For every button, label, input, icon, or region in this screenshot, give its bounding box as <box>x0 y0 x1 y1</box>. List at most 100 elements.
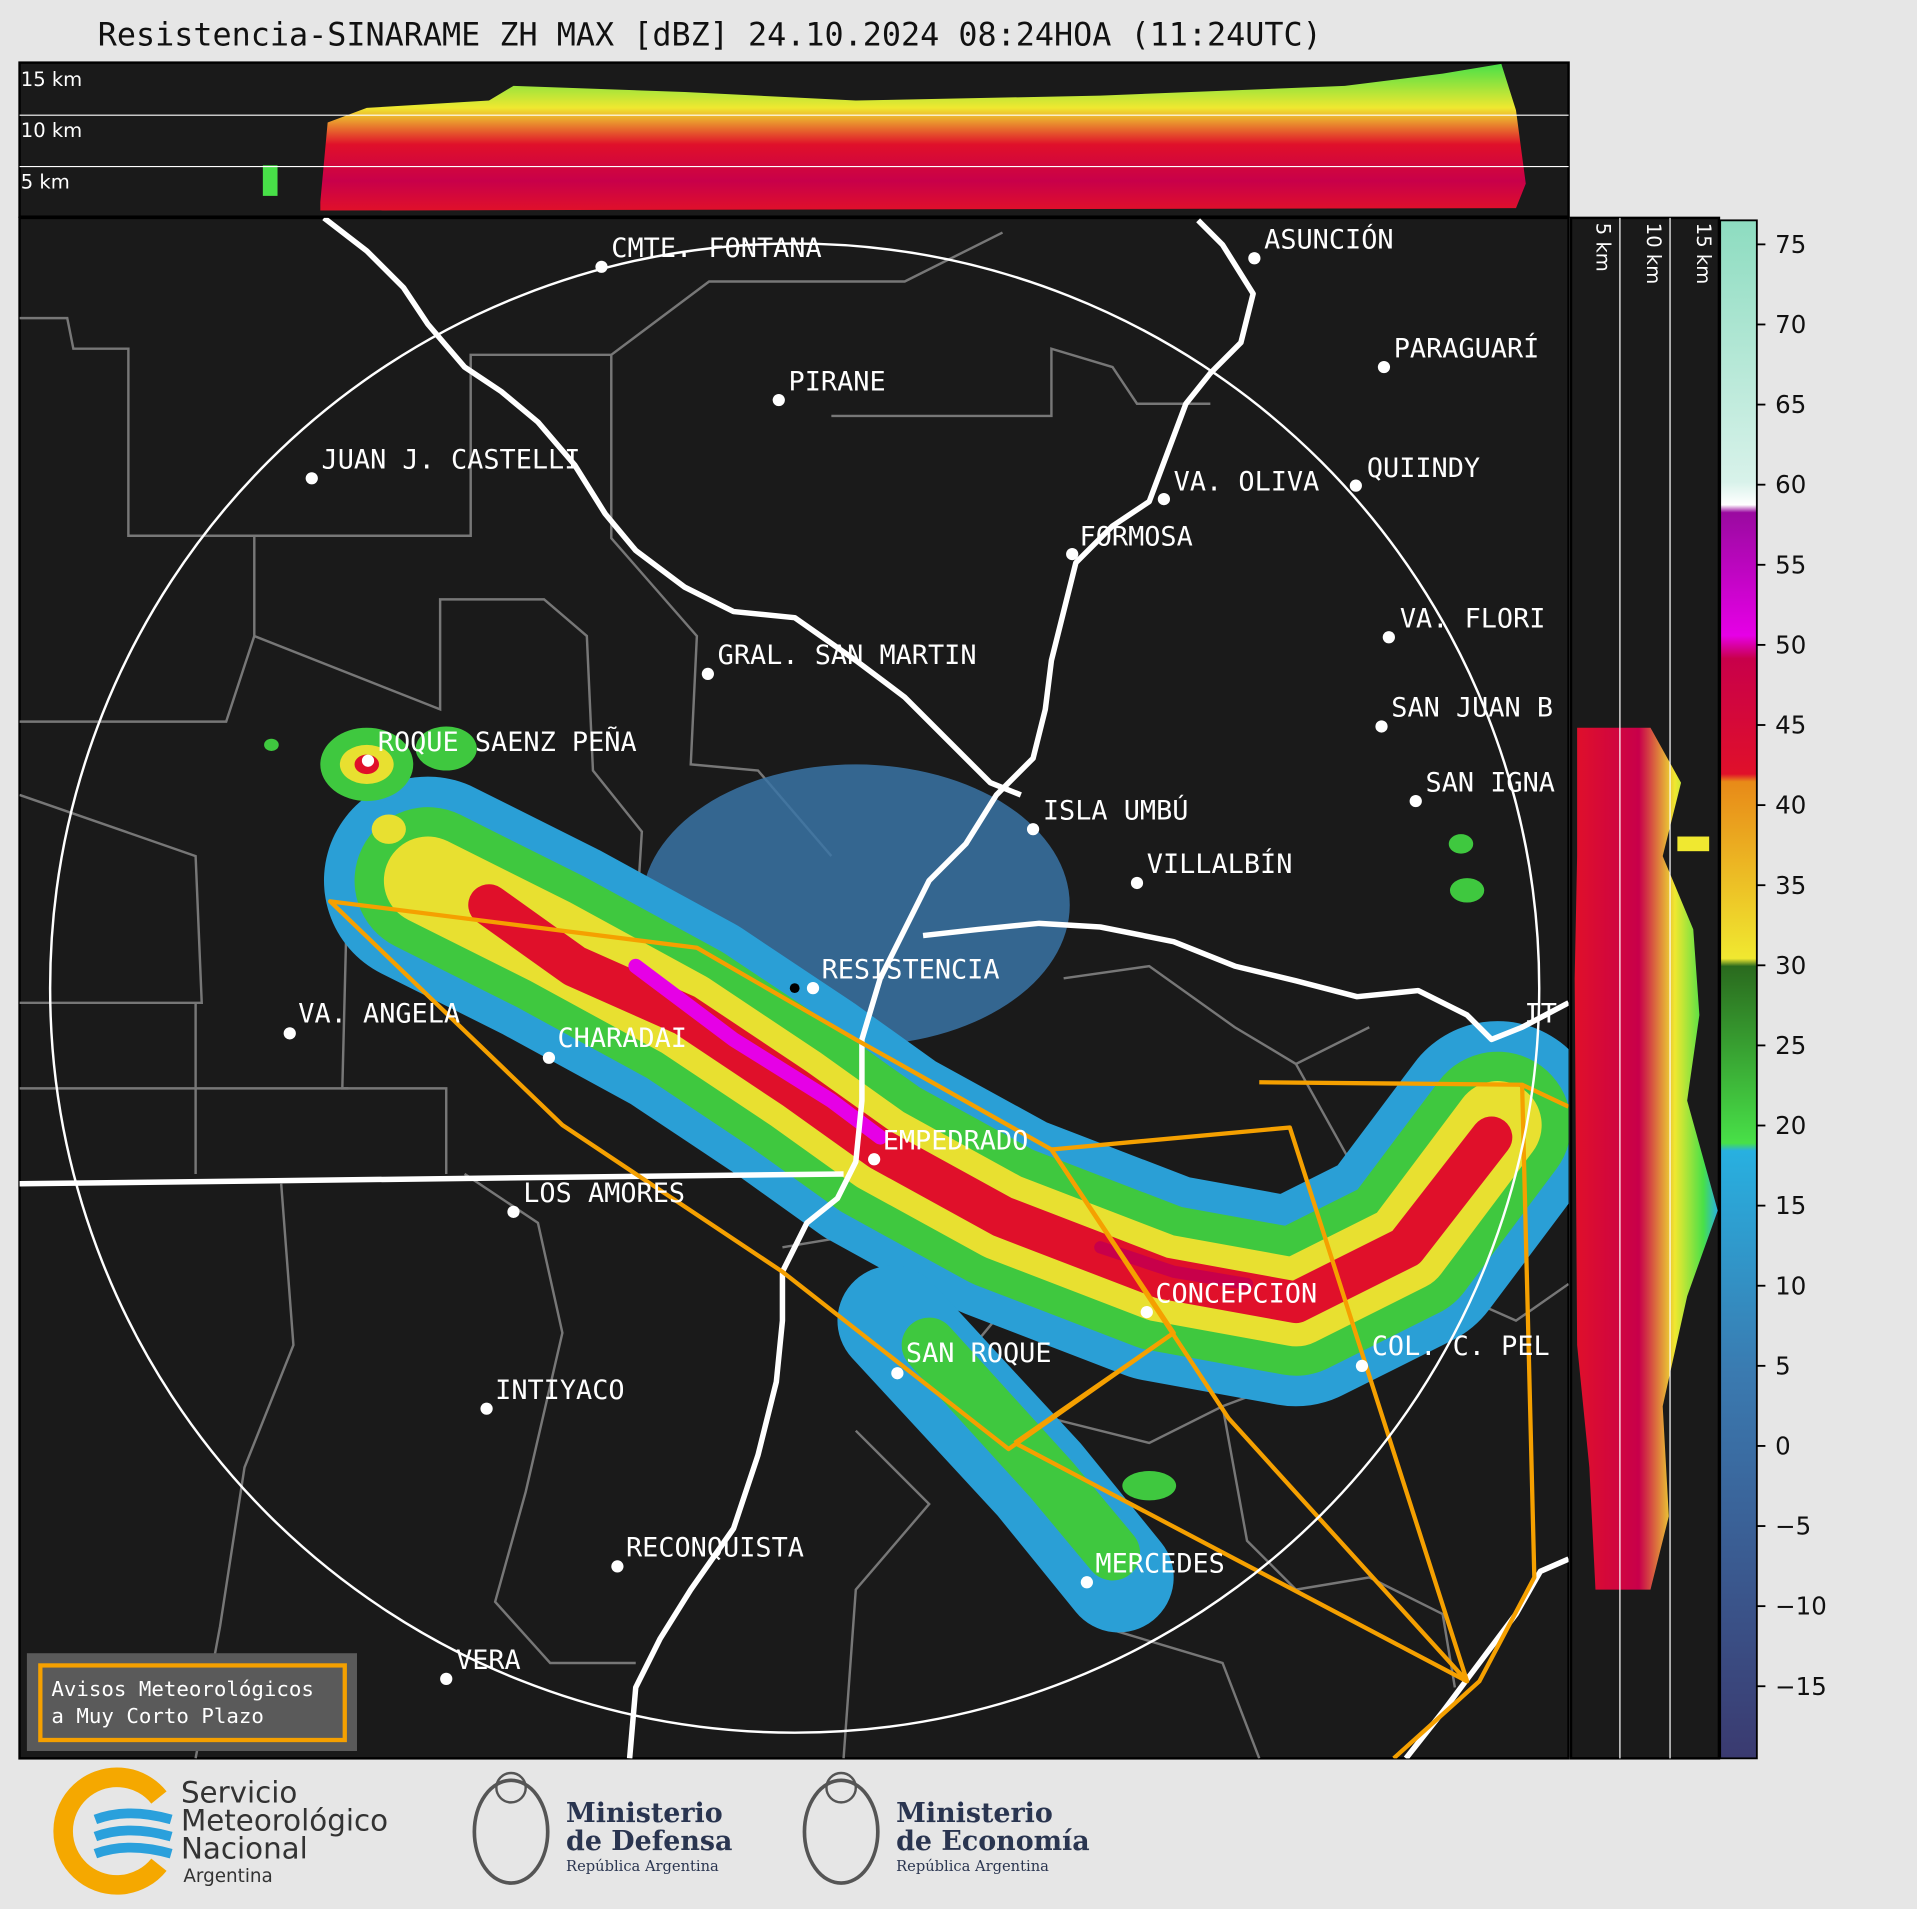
city-label: EMPEDRADO <box>883 1126 1029 1157</box>
colorbar-tick-label: 50 <box>1775 630 1806 659</box>
colorbar-tick-label: 60 <box>1775 470 1806 499</box>
city-label: VERA <box>456 1645 521 1676</box>
city-dot <box>1140 1305 1153 1319</box>
logo-text: de Economía <box>896 1826 1090 1857</box>
city-dot <box>701 667 714 681</box>
height-label: 10 km <box>21 119 82 142</box>
smn-logo: Servicio Meteorológico Nacional Argentin… <box>53 1767 388 1895</box>
colorbar-tick-label: 5 <box>1775 1351 1791 1380</box>
city-label: VA. OLIVA <box>1174 467 1320 498</box>
city-dot <box>1130 876 1144 890</box>
height-label: 5 km <box>21 171 70 194</box>
legend-text: Avisos Meteorológicos <box>51 1677 314 1701</box>
city-dot <box>891 1367 904 1380</box>
city-label: INTIYACO <box>495 1375 624 1406</box>
colorbar-tick-label: 15 <box>1775 1191 1806 1220</box>
city-label: SAN JUAN B <box>1391 693 1553 724</box>
logo-text: Meteorológico <box>181 1803 388 1837</box>
city-dot <box>1157 492 1171 506</box>
city-label: RESISTENCIA <box>822 954 1000 985</box>
colorbar-tick-label: −15 <box>1775 1672 1827 1701</box>
city-dot <box>1375 720 1388 733</box>
city-dot <box>480 1402 493 1415</box>
city-dot <box>361 754 375 767</box>
rivers <box>19 217 1569 1759</box>
city-label: CONCEPCION <box>1155 1278 1317 1309</box>
city-dot <box>440 1672 453 1685</box>
colorbar-tick-label: 65 <box>1775 390 1806 419</box>
city-dot <box>305 472 318 485</box>
colorbar-tick-label: 20 <box>1775 1111 1806 1140</box>
top-echo <box>320 63 1526 211</box>
radar-site <box>789 983 800 994</box>
city-dot <box>1026 823 1040 836</box>
city-dot <box>283 1027 296 1040</box>
side-echo <box>1677 836 1710 852</box>
city-dot <box>507 1205 520 1218</box>
logo-text: Argentina <box>183 1866 272 1887</box>
colorbar-tick-label: −10 <box>1775 1592 1827 1621</box>
logo-text: Ministerio <box>566 1798 723 1829</box>
city-dot <box>611 1560 624 1573</box>
city-label: JUAN J. CASTELLI <box>322 445 581 476</box>
colorbar-tick-label: 25 <box>1775 1031 1806 1060</box>
city-dot <box>1377 360 1391 374</box>
colorbar-tick-label: 40 <box>1775 791 1806 820</box>
city-dot <box>1382 631 1395 644</box>
city-label: PIRANE <box>789 366 886 397</box>
city-label: PARAGUARÍ <box>1394 332 1540 364</box>
city-label: MERCEDES <box>1095 1549 1224 1580</box>
height-label: 5 km <box>1592 223 1615 272</box>
city-dot <box>542 1051 556 1064</box>
warning-polygons <box>327 899 1569 1759</box>
map-layers <box>19 217 1569 1759</box>
echo-cells <box>264 726 1485 1501</box>
colorbar <box>1719 219 1758 1760</box>
city-label: LOS AMORES <box>523 1178 685 1209</box>
height-label: 10 km <box>1642 223 1665 284</box>
city-label: SAN ROQUE <box>906 1338 1052 1369</box>
city-label: CMTE. FONTANA <box>611 233 821 264</box>
echo-band <box>323 776 1569 1633</box>
legend-box <box>26 1653 357 1752</box>
city-dot <box>1080 1576 1093 1589</box>
city-dot <box>868 1153 881 1166</box>
city-label: ISLA UMBÚ <box>1043 794 1189 826</box>
colorbar-tick-label: −5 <box>1775 1512 1811 1541</box>
city-label: VA. FLORI <box>1400 603 1546 634</box>
city-dot <box>595 260 608 273</box>
city-label: GRAL. SAN MARTIN <box>718 640 977 671</box>
side-echo <box>1574 727 1718 1590</box>
title: Resistencia-SINARAME ZH MAX [dBZ] 24.10.… <box>98 18 1322 54</box>
logo-text: Nacional <box>181 1832 308 1866</box>
logo-text: República Argentina <box>896 1858 1049 1875</box>
city-label: FORMOSA <box>1080 522 1193 553</box>
colorbar-tick-label: 55 <box>1775 550 1806 579</box>
colorbar-tick-label: 0 <box>1775 1431 1791 1460</box>
logo-text: de Defensa <box>566 1826 732 1857</box>
city-label: COL. C. PEL <box>1372 1331 1550 1362</box>
city-label: CHARADAI <box>557 1023 686 1054</box>
city-dot <box>1066 547 1079 561</box>
city-label: VA. ANGELA <box>298 998 460 1029</box>
boundaries <box>19 231 1569 1759</box>
height-label: 15 km <box>1692 223 1715 284</box>
city-dot <box>1409 794 1422 808</box>
city-dot <box>806 982 820 995</box>
city-label: IT <box>1525 998 1557 1029</box>
logo-text: República Argentina <box>566 1858 719 1875</box>
height-label: 15 km <box>21 68 82 91</box>
legend-frame <box>38 1663 347 1743</box>
colorbar-tick-label: 45 <box>1775 711 1806 740</box>
legend-text: a Muy Corto Plazo <box>51 1704 264 1728</box>
city-label: ASUNCIÓN <box>1264 223 1393 255</box>
city-layer: CMTE. FONTANA ASUNCIÓN PIRANE PARAGUARÍ JUAN… <box>283 223 1557 1685</box>
city-label: RECONQUISTA <box>626 1533 804 1564</box>
logo-text: Servicio <box>181 1775 297 1809</box>
city-label: SAN IGNA <box>1426 767 1555 798</box>
city-dot <box>772 393 785 407</box>
colorbar-tick-label: 35 <box>1775 871 1806 900</box>
